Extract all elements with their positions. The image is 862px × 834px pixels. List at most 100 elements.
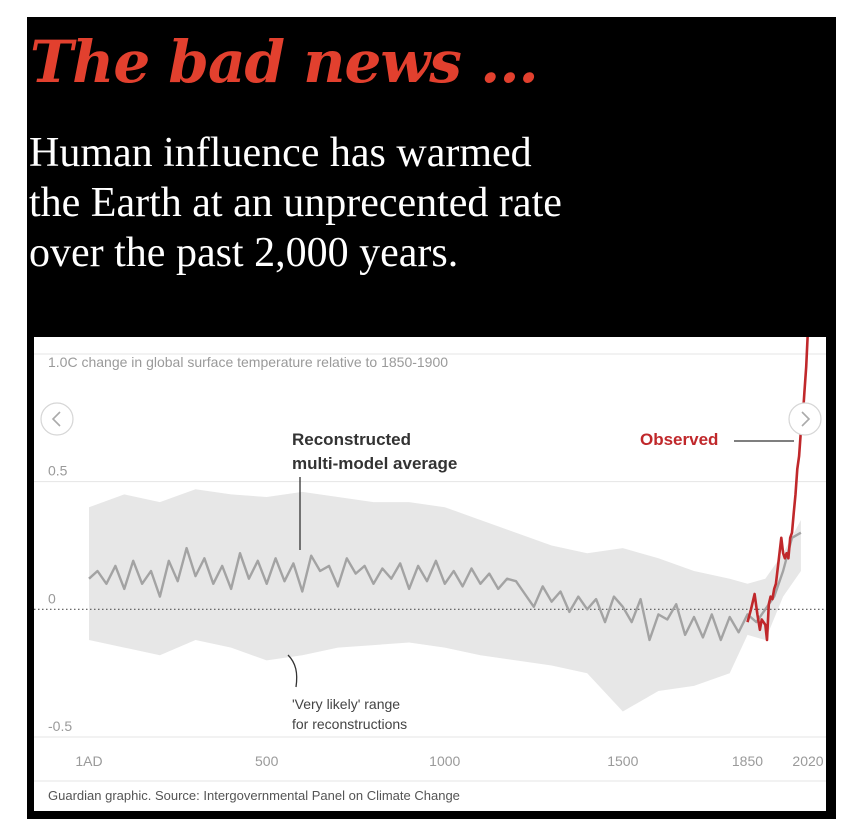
subheadline-line-1: Human influence has warmed [29,130,532,176]
reconstructed-point [372,582,375,585]
observed-point [796,467,799,470]
observed-point [789,536,792,539]
reconstructed-point [746,613,749,616]
reconstructed-point [274,557,277,560]
reconstructed-point [434,559,437,562]
reconstructed-point [514,580,517,583]
reconstructed-point [203,557,206,560]
reconstructed-point [212,582,215,585]
observed-point [790,531,793,534]
subheadline: Human influence has warmed the Earth at … [29,128,789,278]
chart-title: 1.0C change in global surface temperatur… [48,354,448,370]
reconstructed-point [710,613,713,616]
observed-point [787,557,790,560]
reconstructed-point [799,531,802,534]
next-chart-button[interactable] [788,402,822,436]
reconstructed-point [693,615,696,618]
reconstructed-point [488,572,491,575]
reconstructed-point [88,577,91,580]
observed-point [746,621,749,624]
reconstructed-point [328,564,331,567]
reconstructed-point [532,605,535,608]
reconstructed-point [452,570,455,573]
reconstructed-point [283,580,286,583]
observed-point [805,365,808,368]
annotation-range-line-1: 'Very likely' range [292,696,400,712]
next-button-circle [788,402,822,436]
x-tick-label: 1000 [429,753,460,769]
reconstructed-point [657,613,660,616]
reconstructed-point [141,582,144,585]
observed-point [764,623,767,626]
reconstructed-point [230,587,233,590]
reconstructed-point [238,552,241,555]
headline: The bad news ... [30,28,539,96]
observed-point [774,582,777,585]
reconstructed-point [559,590,562,593]
reconstructed-point [167,559,170,562]
reconstructed-point [701,636,704,639]
reconstructed-point [737,631,740,634]
reconstructed-point [764,608,767,611]
reconstructed-point [782,570,785,573]
reconstructed-point [417,564,420,567]
reconstructed-point [292,562,295,565]
observed-point [758,628,761,631]
reconstructed-point [461,585,464,588]
observed-point [753,593,756,596]
reconstructed-point [639,598,642,601]
annotation-reconstructed-line-1: Reconstructed [292,430,411,449]
previous-chart-button[interactable] [40,402,74,436]
reconstructed-point [301,590,304,593]
reconstructed-point [158,595,161,598]
reconstructed-point [123,587,126,590]
observed-point [803,391,806,394]
reconstructed-point [114,564,117,567]
reconstructed-point [132,559,135,562]
reconstructed-point [96,570,99,573]
observed-point [794,493,797,496]
x-tick-label: 2020 [792,753,823,769]
observed-point [792,511,795,514]
observed-point [769,595,772,598]
reconstructed-point [523,593,526,596]
observed-point [766,638,769,641]
very-likely-range-band [89,489,801,712]
reconstructed-point [666,618,669,621]
temperature-chart: 0.5 0 -0.5 1AD 500 1000 1500 1850 2020 1.0C cha… [34,324,826,803]
x-tick-label: 1AD [75,753,102,769]
x-tick-label: 1850 [732,753,763,769]
reconstructed-point [719,638,722,641]
reconstructed-point [390,577,393,580]
reconstructed-point [256,559,259,562]
reconstructed-point [425,580,428,583]
reconstructed-point [612,595,615,598]
x-tick-label: 500 [255,753,279,769]
observed-point [750,608,753,611]
observed-series-line [746,328,810,642]
reconstructed-point [595,598,598,601]
reconstructed-point [149,570,152,573]
reconstructed-point [363,564,366,567]
reconstructed-point [381,567,384,570]
y-tick-label: -0.5 [48,718,72,734]
reconstructed-point [497,587,500,590]
reconstructed-point [568,610,571,613]
reconstructed-point [630,621,633,624]
observed-point [773,587,776,590]
annotation-reconstructed-line-2: multi-model average [292,454,457,473]
reconstructed-point [577,595,580,598]
reconstructed-point [728,615,731,618]
reconstructed-point [684,633,687,636]
reconstructed-point [621,605,624,608]
x-tick-label: 1500 [607,753,638,769]
reconstructed-point [336,585,339,588]
reconstructed-point [648,638,651,641]
y-axis-tick-labels: 0.5 0 -0.5 [48,463,72,734]
reconstructed-point [265,582,268,585]
observed-point [783,557,786,560]
reconstructed-point [399,562,402,565]
subheadline-line-3: over the past 2,000 years. [29,230,459,276]
reconstructed-series-line [88,531,802,642]
observed-point [785,552,788,555]
